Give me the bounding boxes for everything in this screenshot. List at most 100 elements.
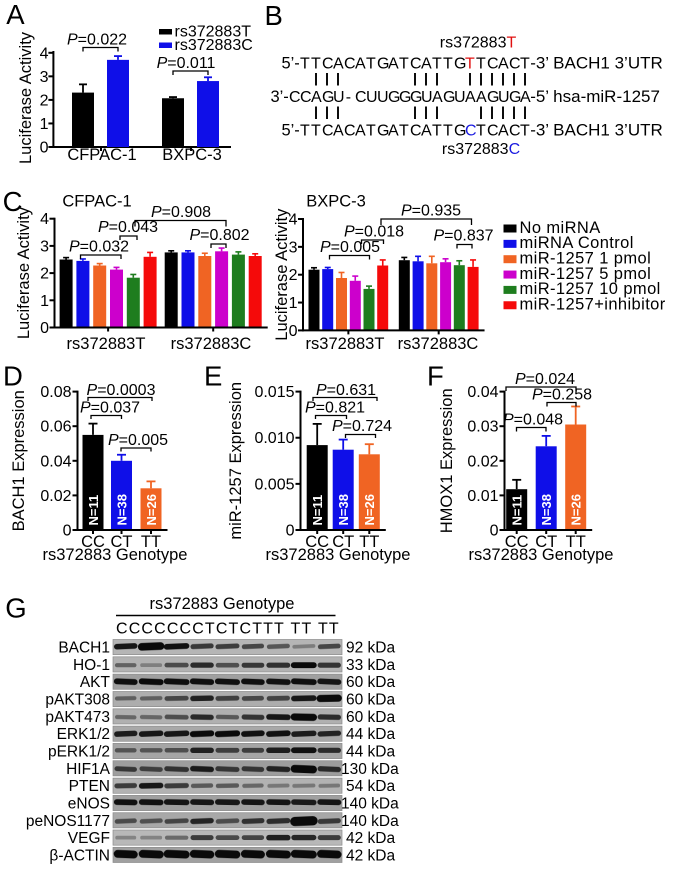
svg-text:5’-: 5’- xyxy=(281,122,299,140)
svg-text:HO-1: HO-1 xyxy=(73,657,110,674)
svg-text:0.04: 0.04 xyxy=(467,384,498,401)
svg-text:92 kDa: 92 kDa xyxy=(346,640,395,657)
svg-text:P=0.022: P=0.022 xyxy=(67,32,127,49)
svg-text:BACH1 Expression: BACH1 Expression xyxy=(10,390,28,531)
svg-text:pERK1/2: pERK1/2 xyxy=(48,744,110,761)
svg-text:BACH1: BACH1 xyxy=(58,640,110,657)
svg-text:0.015: 0.015 xyxy=(254,384,294,401)
svg-text:eNOS: eNOS xyxy=(68,796,110,813)
svg-text:B: B xyxy=(265,0,283,31)
svg-text:0: 0 xyxy=(40,140,49,157)
svg-text:44 kDa: 44 kDa xyxy=(346,726,395,743)
svg-text:Luciferase Activity: Luciferase Activity xyxy=(273,208,291,341)
svg-text:ERK1/2: ERK1/2 xyxy=(57,726,110,743)
svg-text:1: 1 xyxy=(40,116,49,133)
svg-text:P=0.018: P=0.018 xyxy=(344,224,404,241)
svg-text:D: D xyxy=(3,361,23,392)
svg-text:rs372883T: rs372883T xyxy=(440,35,517,52)
svg-text:N=26: N=26 xyxy=(362,494,377,525)
svg-text:miRNA Control: miRNA Control xyxy=(520,234,634,252)
svg-text:P=0.005: P=0.005 xyxy=(108,432,168,449)
svg-text:BXPC-3: BXPC-3 xyxy=(306,193,366,211)
svg-text:P=0.821: P=0.821 xyxy=(305,400,365,417)
svg-text:P=0.032: P=0.032 xyxy=(69,239,129,256)
svg-text:N=11: N=11 xyxy=(510,495,525,526)
svg-text:CT: CT xyxy=(535,533,557,551)
svg-text:N=11: N=11 xyxy=(310,495,325,526)
svg-text:0.03: 0.03 xyxy=(467,419,498,436)
svg-text:0.01: 0.01 xyxy=(467,488,498,505)
svg-text:44 kDa: 44 kDa xyxy=(346,744,395,761)
svg-text:2: 2 xyxy=(289,267,298,284)
svg-text:42 kDa: 42 kDa xyxy=(346,830,395,847)
svg-text:rs372883T: rs372883T xyxy=(175,24,252,41)
svg-text:42 kDa: 42 kDa xyxy=(346,847,395,864)
svg-text:1: 1 xyxy=(289,295,298,312)
svg-text:P=0.043: P=0.043 xyxy=(98,219,158,236)
svg-text:0.04: 0.04 xyxy=(40,453,71,470)
svg-text:3: 3 xyxy=(40,238,49,255)
svg-text:rs372883C: rs372883C xyxy=(398,335,479,353)
svg-text:1: 1 xyxy=(40,293,49,310)
svg-text:miR-1257 10 pmol: miR-1257 10 pmol xyxy=(520,280,661,298)
svg-text:0: 0 xyxy=(286,523,295,540)
svg-text:miR-1257 5 pmol: miR-1257 5 pmol xyxy=(520,265,652,283)
svg-text:N=26: N=26 xyxy=(144,494,159,525)
svg-text:pAKT473: pAKT473 xyxy=(45,709,110,726)
svg-text:P=0.011: P=0.011 xyxy=(157,55,216,72)
svg-text:130 kDa: 130 kDa xyxy=(341,761,399,778)
svg-text:HIF1A: HIF1A xyxy=(66,761,111,778)
svg-text:P=0.024: P=0.024 xyxy=(515,371,575,388)
svg-text:140 kDa: 140 kDa xyxy=(341,813,399,830)
svg-text:0.08: 0.08 xyxy=(40,384,71,401)
svg-text:HMOX1 Expression: HMOX1 Expression xyxy=(438,388,456,533)
svg-text:P=0.908: P=0.908 xyxy=(151,204,211,221)
svg-text:3’-: 3’- xyxy=(270,88,288,106)
svg-text:rs372883T: rs372883T xyxy=(306,335,385,353)
svg-text:0: 0 xyxy=(40,320,49,337)
svg-text:N=38: N=38 xyxy=(539,494,554,525)
svg-text:VEGF: VEGF xyxy=(68,830,110,847)
svg-text:P=0.0003: P=0.0003 xyxy=(87,382,156,399)
svg-text:TT: TT xyxy=(566,533,586,551)
svg-text:4: 4 xyxy=(289,212,298,229)
svg-text:60 kDa: 60 kDa xyxy=(346,692,395,709)
svg-text:rs372883C: rs372883C xyxy=(175,37,253,54)
svg-text:P=0.837: P=0.837 xyxy=(433,228,493,245)
svg-text:P=0.631: P=0.631 xyxy=(316,382,376,399)
svg-text:G: G xyxy=(5,592,26,623)
svg-text:60 kDa: 60 kDa xyxy=(346,674,395,691)
svg-text:60 kDa: 60 kDa xyxy=(346,709,395,726)
svg-text:rs372883 Genotype: rs372883 Genotype xyxy=(150,595,295,613)
svg-text:AKT: AKT xyxy=(80,674,111,691)
svg-text:-3’ BACH1 3’UTR: -3’ BACH1 3’UTR xyxy=(530,54,663,73)
svg-text:P=0.037: P=0.037 xyxy=(80,400,140,417)
svg-text:miR-1257 1 pmol: miR-1257 1 pmol xyxy=(520,250,652,268)
svg-text:A: A xyxy=(6,0,25,30)
svg-text:CT: CT xyxy=(332,533,354,551)
svg-text:rs372883 Genotype: rs372883 Genotype xyxy=(469,546,614,564)
svg-text:CC: CC xyxy=(81,533,105,551)
svg-text:54 kDa: 54 kDa xyxy=(346,778,395,795)
svg-text:rs372883 Genotype: rs372883 Genotype xyxy=(266,546,411,564)
svg-text:0: 0 xyxy=(289,323,298,340)
svg-text:F: F xyxy=(427,361,444,392)
svg-text:5’-: 5’- xyxy=(281,55,299,73)
svg-text:PTEN: PTEN xyxy=(69,778,110,795)
svg-text:0.02: 0.02 xyxy=(467,453,498,470)
svg-text:miR-1257 Expression: miR-1257 Expression xyxy=(227,382,245,540)
svg-text:3: 3 xyxy=(289,239,298,256)
svg-text:P=0.935: P=0.935 xyxy=(401,203,461,220)
svg-text:-3’ BACH1 3’UTR: -3’ BACH1 3’UTR xyxy=(530,121,663,140)
svg-text:N=38: N=38 xyxy=(336,494,351,525)
svg-text:P=0.005: P=0.005 xyxy=(320,239,380,256)
svg-text:4: 4 xyxy=(40,211,49,228)
svg-text:BXPC-3: BXPC-3 xyxy=(162,146,222,164)
svg-text:miR-1257+inhibitor: miR-1257+inhibitor xyxy=(520,296,666,314)
svg-text:Luciferase Activity: Luciferase Activity xyxy=(15,206,33,339)
svg-text:0.02: 0.02 xyxy=(40,488,71,505)
svg-text:2: 2 xyxy=(40,266,49,283)
svg-text:No miRNA: No miRNA xyxy=(520,219,601,237)
svg-text:peNOS1177: peNOS1177 xyxy=(26,813,110,830)
svg-text:33 kDa: 33 kDa xyxy=(346,657,395,674)
